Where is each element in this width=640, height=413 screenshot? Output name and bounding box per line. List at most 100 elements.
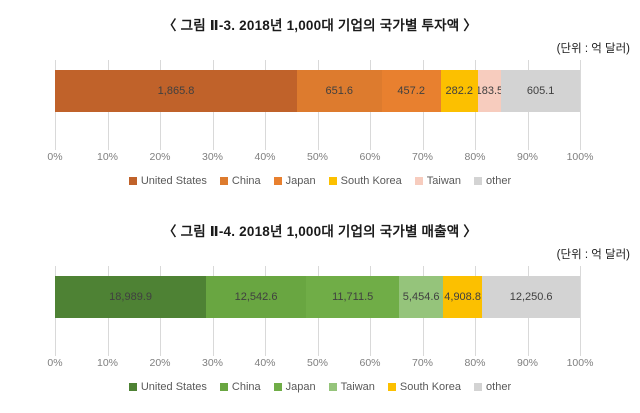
x-axis-tick-label: 80%: [464, 357, 486, 369]
bar-segment-label: 12,542.6: [234, 291, 278, 303]
bar-segment-label: 18,989.9: [109, 291, 152, 303]
gridline: [580, 266, 581, 356]
legend-label: South Korea: [399, 381, 462, 393]
bar-segment: 18,989.9: [55, 276, 207, 318]
bar-segment: 5,454.6: [399, 276, 443, 318]
legend-label: other: [486, 175, 512, 187]
legend-swatch-icon: [219, 383, 228, 391]
x-axis-tick-label: 90%: [516, 357, 539, 369]
legend-label: South Korea: [340, 175, 402, 187]
legend-swatch-icon: [273, 177, 282, 185]
legend-label: China: [231, 175, 261, 187]
x-axis-tick-label: 60%: [359, 151, 381, 163]
legend-item[interactable]: China: [219, 381, 261, 393]
figure-title: 〈 그림 Ⅱ-4. 2018년 1,000대 기업의 국가별 매출액 〉: [162, 224, 478, 239]
legend-label: China: [231, 381, 261, 393]
x-axis-ticks: 0% 10% 20% 30% 40% 50% 60% 70% 80% 90% 100%: [47, 151, 593, 167]
gridline: [580, 60, 581, 150]
legend-swatch-icon: [328, 177, 337, 185]
legend-swatch-icon: [387, 383, 396, 391]
x-axis-tick-label: 10%: [96, 357, 119, 369]
unit-label: (단위 : 억 달러): [556, 43, 630, 55]
x-axis-tick-label: 20%: [149, 151, 171, 163]
legend-swatch-icon: [414, 177, 423, 185]
legend-item[interactable]: United States: [128, 175, 207, 187]
legend-label: Taiwan: [426, 175, 462, 187]
legend-swatch-icon: [128, 383, 137, 391]
legend-label: Japan: [285, 175, 316, 187]
chart-legend: United States China Japan South Korea Taiwan…: [0, 175, 640, 187]
legend-swatch-icon: [474, 177, 483, 185]
legend-item[interactable]: Japan: [273, 175, 316, 187]
bar-segment: 605.1: [501, 70, 580, 112]
bar-segment: 11,711.5: [305, 276, 400, 318]
x-axis-tick-label: 10%: [96, 151, 119, 163]
x-axis-ticks: 0% 10% 20% 30% 40% 50% 60% 70% 80% 90% 100%: [47, 357, 593, 373]
bar-segment: 282.2: [440, 70, 478, 112]
bar-segment-label: 1,865.8: [157, 85, 195, 97]
legend-label: United States: [140, 381, 207, 393]
x-axis-tick-label: 30%: [201, 357, 224, 369]
legend-item[interactable]: other: [474, 381, 511, 393]
bar-segment: 12,542.6: [206, 276, 306, 318]
x-axis-tick-label: 40%: [254, 357, 276, 369]
bar-segment-label: 12,250.6: [509, 291, 553, 303]
figure-revenue: 〈 그림 Ⅱ-4. 2018년 1,000대 기업의 국가별 매출액 〉 (단위…: [0, 206, 640, 393]
legend-swatch-icon: [128, 177, 137, 185]
chart-legend: United States China Japan Taiwan South Korea…: [0, 381, 640, 393]
bar-segment-label: 183.5: [477, 85, 502, 97]
plot-area: 1,865.8 651.6 457.2 282.2 183.5 605.1: [0, 60, 640, 150]
legend-label: other: [486, 381, 512, 393]
bar-segment-label: 651.6: [325, 85, 354, 97]
x-axis-tick-label: 60%: [359, 357, 381, 369]
stacked-bar: 1,865.8 651.6 457.2 282.2 183.5 605.1: [55, 70, 580, 112]
bar-segment: 457.2: [381, 70, 441, 112]
bar-segment-label: 282.2: [445, 85, 473, 97]
plot-area: 18,989.9 12,542.6 11,711.5 5,454.6 4,908.8 12…: [0, 266, 640, 356]
legend-item[interactable]: South Korea: [328, 175, 402, 187]
bar-segment-label: 457.2: [397, 85, 425, 97]
x-axis-tick-label: 100%: [566, 357, 594, 369]
legend-label: Taiwan: [340, 381, 375, 393]
unit-label: (단위 : 억 달러): [556, 249, 630, 261]
bar-segment: 1,865.8: [55, 70, 298, 112]
bar-segment-label: 605.1: [526, 85, 555, 97]
legend-item[interactable]: Japan: [273, 381, 316, 393]
bar-segment-label: 5,454.6: [402, 291, 440, 303]
x-axis-tick-label: 40%: [254, 151, 276, 163]
legend-label: Japan: [285, 381, 316, 393]
bar-segment: 651.6: [297, 70, 382, 112]
legend-item[interactable]: Taiwan: [328, 381, 375, 393]
x-axis-tick-label: 50%: [306, 151, 329, 163]
legend-swatch-icon: [474, 383, 483, 391]
x-axis-tick-label: 70%: [411, 357, 434, 369]
x-axis-tick-label: 50%: [306, 357, 329, 369]
legend-swatch-icon: [328, 383, 337, 391]
x-axis-tick-label: 20%: [149, 357, 171, 369]
bar-segment: 12,250.6: [482, 276, 580, 318]
x-axis-tick-label: 0%: [47, 151, 63, 163]
x-axis: 0% 10% 20% 30% 40% 50% 60% 70% 80% 90% 100%: [0, 151, 640, 167]
legend-label: United States: [140, 175, 207, 187]
bar-segment-label: 4,908.8: [444, 291, 481, 303]
legend-item[interactable]: South Korea: [387, 381, 462, 393]
legend-item[interactable]: Taiwan: [414, 175, 462, 187]
legend-item[interactable]: other: [474, 175, 511, 187]
x-axis-tick-label: 90%: [516, 151, 539, 163]
x-axis-tick-label: 80%: [464, 151, 486, 163]
bar-segment-label: 11,711.5: [332, 291, 374, 303]
x-axis: 0% 10% 20% 30% 40% 50% 60% 70% 80% 90% 100%: [0, 357, 640, 373]
bar-segment: 4,908.8: [442, 276, 483, 318]
legend-item[interactable]: China: [219, 175, 261, 187]
x-axis-tick-label: 30%: [201, 151, 224, 163]
x-axis-tick-label: 70%: [411, 151, 434, 163]
legend-swatch-icon: [219, 177, 228, 185]
stacked-bar: 18,989.9 12,542.6 11,711.5 5,454.6 4,908.8 12…: [55, 276, 580, 318]
legend-swatch-icon: [273, 383, 282, 391]
figure-title: 〈 그림 Ⅱ-3. 2018년 1,000대 기업의 국가별 투자액 〉: [162, 18, 478, 33]
figure-investment: 〈 그림 Ⅱ-3. 2018년 1,000대 기업의 국가별 투자액 〉 (단위…: [0, 0, 640, 187]
x-axis-tick-label: 100%: [566, 151, 594, 163]
x-axis-tick-label: 0%: [47, 357, 63, 369]
legend-item[interactable]: United States: [128, 381, 207, 393]
bar-segment: 183.5: [477, 70, 502, 112]
